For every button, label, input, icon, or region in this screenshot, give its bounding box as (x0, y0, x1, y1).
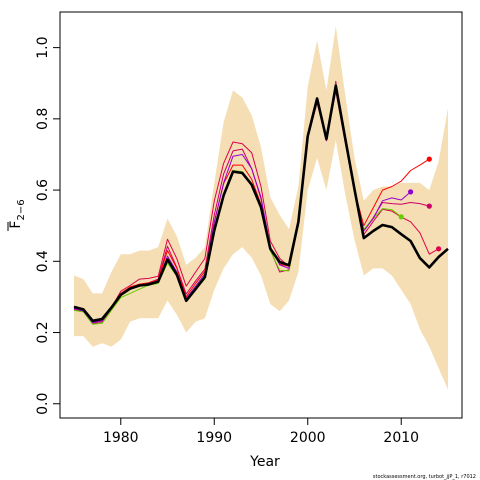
plot-frame (59, 11, 463, 419)
y-axis-title: F2−6 (8, 199, 27, 228)
x-tick-label-2000: 2000 (290, 430, 326, 446)
series-line-retro-4 (73, 86, 430, 323)
y-tick-label-1: 0.2 (35, 321, 51, 343)
x-tick-label-2010: 2010 (383, 430, 419, 446)
svg-text:F2−6: F2−6 (8, 199, 27, 228)
y-axis-title-sub: 2−6 (16, 199, 27, 220)
axes-layer: 1980 1990 2000 2010 0.0 0.2 0.4 0.6 0.8 1.0 (7, 11, 463, 446)
y-tick-label-5: 1.0 (35, 36, 51, 58)
y-tick-label-0: 0.0 (35, 393, 51, 415)
x-axis-title: Year (249, 454, 280, 470)
series-endpoint-5 (408, 189, 414, 195)
series-endpoint-2 (426, 203, 432, 209)
x-tick-label-1980: 1980 (103, 430, 139, 446)
series-endpoint-4 (426, 156, 432, 162)
y-tick-label-4: 0.8 (35, 108, 51, 130)
series-layer (73, 80, 449, 325)
y-tick-label-2: 0.4 (35, 250, 51, 272)
credit-text: stockassessment.org, turbot_jjP_1, r7012 (373, 474, 476, 480)
series-line-retro-1 (73, 90, 439, 323)
x-tick-label-1990: 1990 (196, 430, 232, 446)
series-endpoint-1 (436, 246, 442, 252)
y-tick-label-3: 0.6 (35, 179, 51, 201)
series-line-main (73, 84, 449, 323)
series-endpoint-3 (398, 214, 404, 220)
y-axis-title-main: F (8, 221, 24, 229)
